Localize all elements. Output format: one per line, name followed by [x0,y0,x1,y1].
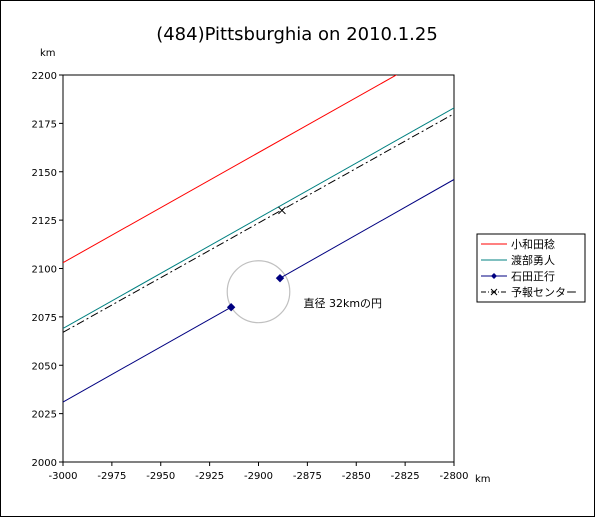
y-tick-label: 2075 [32,313,57,324]
x-tick-label: -2925 [195,471,224,482]
diameter-circle [226,260,291,324]
series-line-3 [63,113,454,333]
plot-markers [226,206,286,312]
x-tick-label: -2850 [342,471,371,482]
x-tick-label: -2825 [391,471,420,482]
y-tick-label: 2125 [32,216,57,227]
y-tick-label: 2050 [32,361,57,372]
series-marker-3 [278,206,286,215]
x-axis-ticks: -3000 -2975 -2950 -2925 -2900 -2875 -2850 -2825… [48,462,469,482]
series-line-2 [279,179,454,279]
x-axis-label: km [475,474,491,485]
x-tick-label: -2800 [439,471,468,482]
x-tick-label: -2950 [146,471,175,482]
series-marker-2 [226,302,236,312]
legend-label-0: 小和田稔 [511,237,555,251]
plot-annotations: 直径 32kmの円 [303,296,382,310]
annotation-text: 直径 32kmの円 [303,296,382,310]
x-tick-label: -3000 [48,471,77,482]
chart-title: (484)Pittsburghia on 2010.1.25 [156,24,438,45]
legend-marker-3 [490,288,498,296]
legend-box [476,233,586,303]
x-tick-label: -2975 [97,471,126,482]
y-axis-ticks: 2000 2025 2050 2075 2100 2125 2150 2175 2200 [32,71,63,469]
legend-label-2: 石田正行 [511,270,555,283]
plot-area [62,74,455,463]
series-line-0 [63,75,398,264]
legend-label-3: 予報センター [511,286,577,299]
y-tick-label: 2025 [32,410,57,421]
y-axis-label: km [40,48,56,59]
legend-marker-2 [491,273,497,279]
x-tick-label: -2900 [244,471,273,482]
y-tick-label: 2150 [32,168,57,179]
series-line-2 [63,306,232,403]
y-tick-label: 2175 [32,119,57,130]
legend-label-1: 渡部勇人 [511,253,555,267]
plot-content [63,75,454,403]
y-tick-label: 2100 [32,265,57,276]
series-line-1 [63,107,454,329]
y-tick-label: 2000 [32,458,57,469]
x-tick-label: -2875 [293,471,322,482]
y-tick-label: 2200 [32,71,57,82]
series-marker-2 [275,273,285,283]
